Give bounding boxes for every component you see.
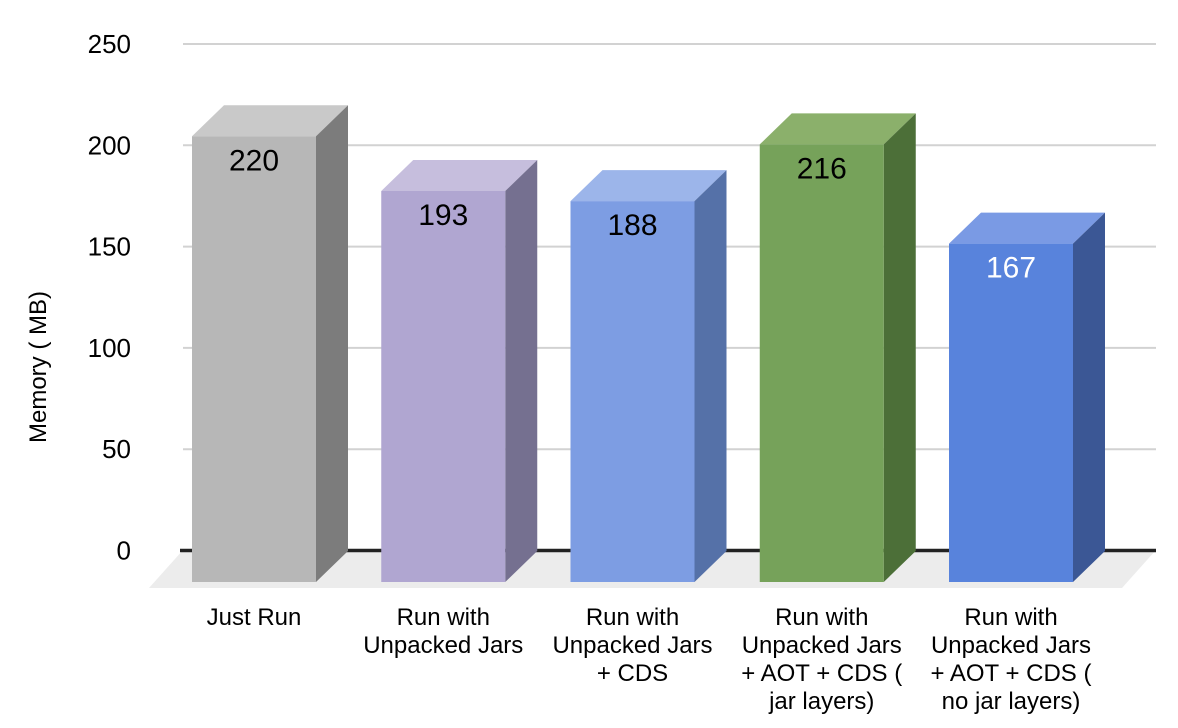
y-tick-label: 0 (117, 536, 131, 566)
x-category-label: Just Run (207, 604, 302, 631)
y-tick-label: 200 (88, 130, 131, 160)
bar-value-label: 167 (986, 252, 1036, 285)
bar-top-face (570, 170, 727, 202)
bar-side-face (316, 105, 348, 582)
x-category-label: Unpacked Jars (363, 632, 523, 659)
bar-side-face (694, 170, 727, 582)
x-category-label: jar layers) (768, 688, 874, 715)
x-category-label: + CDS (597, 660, 668, 687)
x-category-label: Run with (397, 604, 490, 631)
y-tick-label: 50 (102, 434, 131, 464)
bar (192, 136, 316, 582)
y-axis-title: Memory ( MB) (25, 291, 52, 443)
y-tick-label: 250 (88, 29, 131, 59)
bar-top-face (381, 159, 538, 191)
bar-side-face (1073, 212, 1105, 582)
bar-side-face (505, 159, 538, 582)
bar-top-face (192, 105, 348, 137)
bar (759, 144, 884, 582)
x-category-label: Unpacked Jars (742, 632, 902, 659)
x-category-label: Run with (964, 604, 1057, 631)
x-category-label: + AOT + CDS ( (741, 660, 902, 687)
bar-top-face (949, 212, 1105, 244)
x-category-label: Run with (586, 604, 679, 631)
x-category-label: + AOT + CDS ( (931, 660, 1092, 687)
bar-top-face (759, 113, 916, 145)
x-category-label: Unpacked Jars (931, 632, 1091, 659)
x-category-label: no jar layers) (942, 688, 1081, 715)
x-category-label: Run with (775, 604, 868, 631)
bar-value-label: 188 (607, 209, 657, 242)
x-category-label: Unpacked Jars (552, 632, 712, 659)
y-tick-label: 100 (88, 333, 131, 363)
bar-value-label: 216 (797, 152, 847, 185)
y-tick-label: 150 (88, 232, 131, 262)
bar-value-label: 193 (418, 199, 468, 232)
bar (949, 243, 1073, 582)
bar-side-face (883, 113, 916, 582)
bar-value-label: 220 (229, 144, 279, 177)
bar (381, 190, 506, 582)
bar (570, 201, 695, 582)
